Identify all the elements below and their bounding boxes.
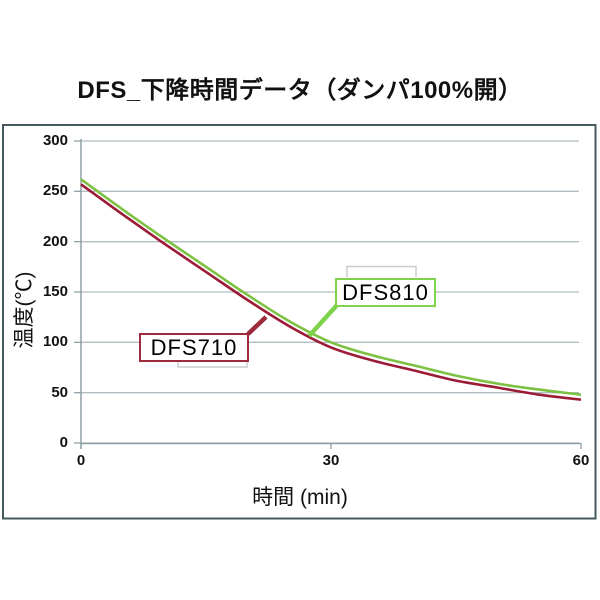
leader-dfs710: [246, 315, 268, 336]
series-callout-text: DFS710: [150, 335, 238, 360]
line-dfs810: [80, 178, 582, 396]
y-axis-title: 温度(℃): [13, 271, 36, 349]
leader-dfs810: [307, 302, 340, 338]
chart-title: DFS_下降時間データ（ダンパ100%開）: [77, 77, 523, 104]
series-callout-dfs710: DFS710: [139, 333, 249, 362]
series-callout-text: DFS810: [342, 280, 429, 305]
line-dfs710: [80, 183, 582, 401]
series-callout-dfs810: DFS810: [335, 278, 436, 307]
x-axis-title: 時間 (min): [252, 486, 348, 509]
